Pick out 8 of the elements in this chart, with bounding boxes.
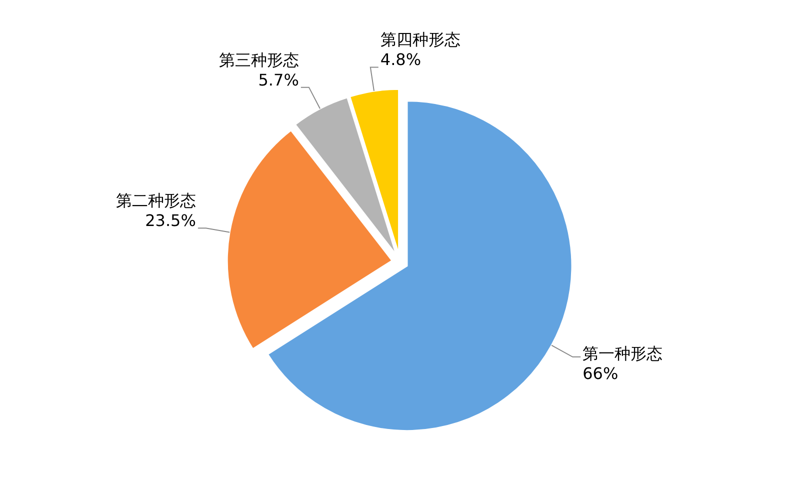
slice-label: 第三种形态	[218, 50, 299, 70]
data-label: 5.7%	[258, 70, 299, 90]
slice-label: 第四种形态	[380, 30, 460, 50]
data-label: 66%	[582, 364, 618, 383]
data-label: 4.8%	[380, 50, 422, 70]
slice-label: 第二种形态	[116, 191, 196, 210]
slice-label: 第一种形态	[582, 344, 663, 363]
data-label: 23.5%	[145, 211, 196, 230]
